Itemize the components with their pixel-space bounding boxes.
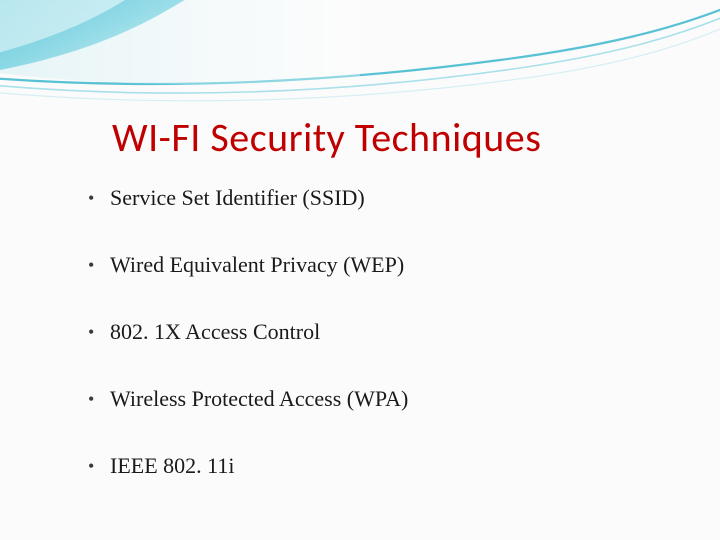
list-item: 802. 1X Access Control (88, 319, 408, 345)
list-item: Wireless Protected Access (WPA) (88, 386, 408, 412)
list-item: Service Set Identifier (SSID) (88, 185, 408, 211)
list-item: IEEE 802. 11i (88, 453, 408, 479)
list-item: Wired Equivalent Privacy (WEP) (88, 252, 408, 278)
slide-container: WI-FI Security Techniques Service Set Id… (0, 0, 720, 540)
bullet-list: Service Set Identifier (SSID) Wired Equi… (88, 185, 408, 520)
slide-title: WI-FI Security Techniques (112, 113, 541, 162)
wave-decoration (0, 0, 720, 110)
